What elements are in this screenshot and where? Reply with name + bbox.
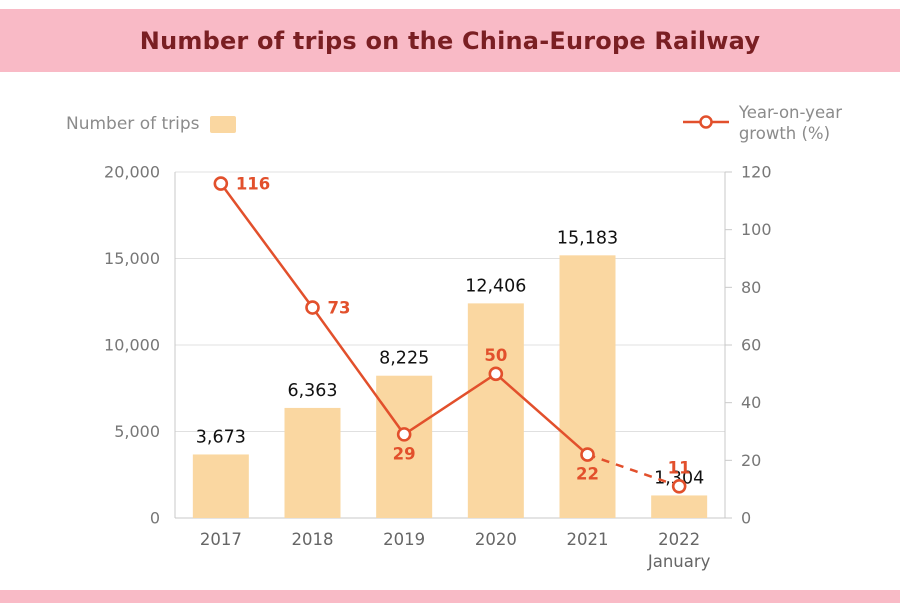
growth-marker <box>305 300 320 315</box>
y-right-tick-label: 100 <box>741 220 772 239</box>
bar-value-label: 6,363 <box>287 381 337 401</box>
legend-line: Year-on-year growth (%) <box>682 102 842 144</box>
title-banner: Number of trips on the China-Europe Rail… <box>0 9 900 72</box>
bar-value-label: 1,304 <box>654 468 704 488</box>
x-tick-label: 2020 <box>475 530 517 549</box>
x-tick-label: 2021 <box>567 530 609 549</box>
bar-value-label: 3,673 <box>196 427 246 447</box>
line-marker-icon <box>682 113 729 134</box>
legend-bars: Number of trips <box>66 114 236 134</box>
bar-swatch-icon <box>209 115 236 133</box>
growth-value-label: 11 <box>668 458 691 477</box>
y-right-tick-label: 20 <box>741 451 761 470</box>
growth-marker <box>488 366 504 382</box>
bar-value-label: 12,406 <box>465 276 526 296</box>
bar <box>376 375 433 518</box>
x-tick-label: 2017 <box>200 530 242 549</box>
growth-marker <box>671 478 687 494</box>
bar <box>192 454 249 518</box>
bar-value-label: 8,225 <box>379 349 429 369</box>
growth-value-label: 73 <box>328 299 351 318</box>
y-left-tick-label: 15,000 <box>104 249 160 268</box>
legend-line-label-line1: Year-on-year <box>738 103 842 122</box>
bar <box>651 495 708 518</box>
y-right-tick-label: 40 <box>741 393 761 412</box>
bar <box>559 255 616 518</box>
bar <box>467 303 524 518</box>
bar-value-label: 15,183 <box>557 228 618 248</box>
x-tick-label: 2019 <box>383 530 425 549</box>
chart-panel: Number of trips Year-on-year growth (%) … <box>0 72 900 590</box>
growth-value-label: 50 <box>484 346 507 365</box>
growth-value-label: 22 <box>576 465 599 484</box>
y-right-tick-label: 60 <box>741 336 761 355</box>
growth-value-label: 116 <box>236 175 270 194</box>
y-left-tick-label: 5,000 <box>114 422 160 441</box>
chart-title: Number of trips on the China-Europe Rail… <box>139 26 761 55</box>
chart-canvas: 0 5,000 10,000 15,000 20,000 0 20 40 60 80 100 120 3… <box>104 163 772 572</box>
y-right-tick-label: 80 <box>741 278 761 297</box>
legend-line-label-line2: growth (%) <box>738 124 831 143</box>
legend-bars-label: Number of trips <box>66 114 200 134</box>
y-right-tick-label: 120 <box>741 163 772 182</box>
x-tick-sub-label: January <box>647 552 711 571</box>
y-left-tick-label: 10,000 <box>104 336 160 355</box>
x-tick-label: 2022 <box>658 530 700 549</box>
y-right-tick-label: 0 <box>741 509 751 528</box>
y-left-tick-label: 20,000 <box>104 163 160 182</box>
growth-marker <box>396 427 412 442</box>
bottom-strip <box>0 590 900 603</box>
legend-line-label: Year-on-year growth (%) <box>739 102 842 144</box>
growth-marker <box>213 176 229 191</box>
x-tick-label: 2018 <box>292 530 334 549</box>
y-left-tick-label: 0 <box>150 509 160 528</box>
bar <box>284 407 341 518</box>
growth-marker <box>580 447 595 462</box>
growth-value-label: 29 <box>393 444 416 463</box>
growth-line-dashed <box>587 453 680 488</box>
